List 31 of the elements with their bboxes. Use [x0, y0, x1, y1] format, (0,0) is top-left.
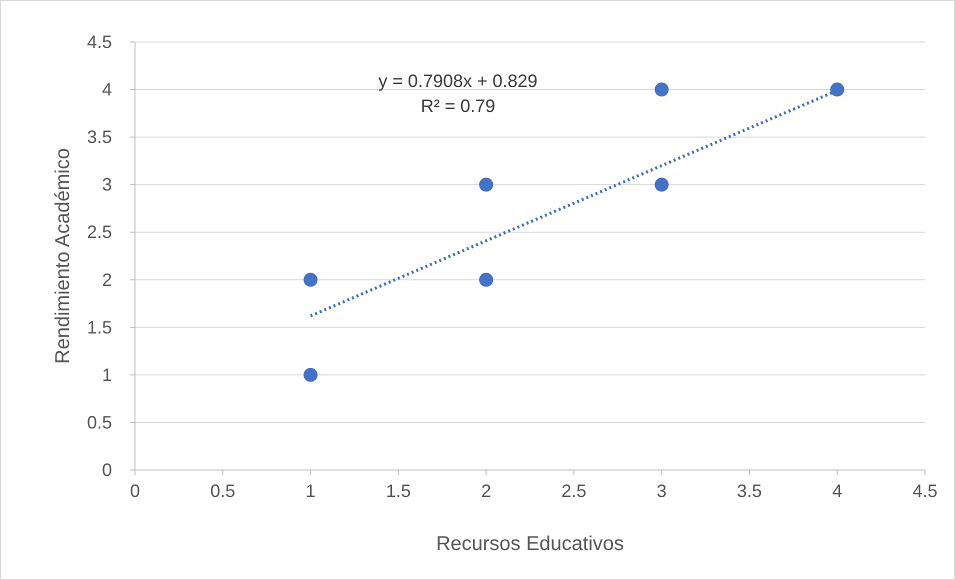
x-tick-label: 0	[130, 481, 140, 501]
x-tick-label: 1	[306, 481, 316, 501]
x-tick-label: 1.5	[386, 481, 411, 501]
y-tick-label: 4	[102, 80, 112, 100]
x-tick-label: 4.5	[912, 481, 938, 501]
y-tick-label: 1.5	[86, 317, 112, 338]
x-tick-label: 3	[656, 481, 667, 501]
x-tick-label: 2.5	[561, 481, 586, 501]
y-tick-label: 3	[102, 174, 112, 195]
point	[830, 82, 844, 97]
y-tick-label: 0.5	[86, 412, 112, 432]
x-axis-title: Recursos Educativos	[436, 533, 624, 555]
point	[304, 272, 318, 287]
y-tick-label: 2.5	[86, 222, 112, 242]
y-tick-label: 2	[102, 270, 112, 290]
annotation: y = 0.7908x + 0.829	[378, 71, 538, 91]
x-tick-label: 0.5	[210, 481, 236, 501]
point	[479, 178, 494, 192]
point	[654, 178, 669, 192]
y-axis-title: Rendimiento Académico	[52, 148, 74, 364]
x-tick-label: 3.5	[736, 481, 762, 501]
point	[479, 272, 494, 287]
x-tick-label: 4	[832, 481, 842, 501]
point	[654, 82, 669, 97]
y-tick-label: 4.5	[86, 32, 112, 52]
y-tick-label: 1	[102, 364, 112, 385]
x-tick-label: 2	[481, 481, 492, 501]
y-tick-label: 3.5	[86, 127, 112, 148]
y-tick-label: 0	[102, 460, 112, 480]
annotation: R² = 0.79	[420, 96, 496, 116]
point	[304, 368, 318, 382]
